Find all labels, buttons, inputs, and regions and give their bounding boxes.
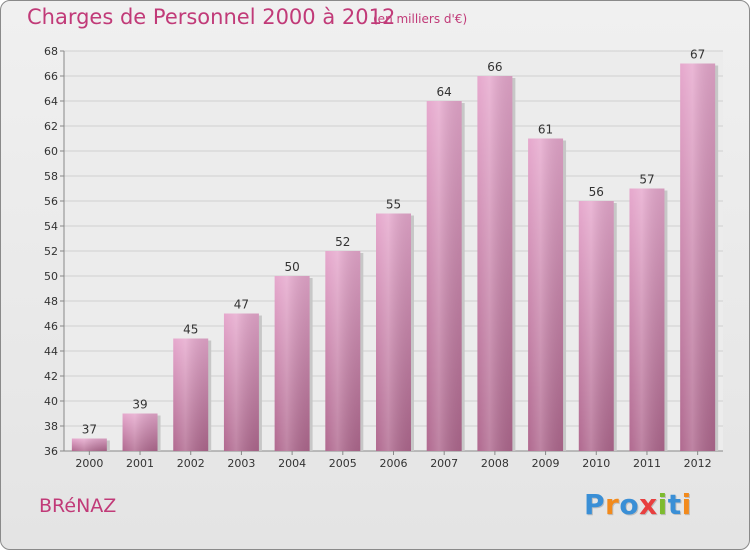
bar-value-label: 57 — [639, 173, 654, 187]
y-tick-label: 54 — [44, 220, 58, 233]
bar-layer — [71, 63, 719, 451]
x-tick-label: 2009 — [532, 457, 560, 470]
bar-highlight — [680, 63, 716, 451]
bar-highlight — [578, 201, 614, 451]
label-layer: 37 2000 39 2001 45 2002 47 2003 50 2004 52 2005 55 20… — [75, 48, 711, 471]
chart-subtitle: (en milliers d'€) — [373, 12, 468, 26]
x-tick-label: 2000 — [75, 457, 103, 470]
logo-letter: o — [619, 488, 640, 521]
bar-highlight — [223, 313, 259, 451]
x-tick-label: 2007 — [430, 457, 458, 470]
y-tick-label: 62 — [44, 120, 58, 133]
bar-value-label: 64 — [437, 85, 452, 99]
y-tick-label: 52 — [44, 245, 58, 258]
bar-value-label: 66 — [487, 60, 502, 74]
y-tick-label: 60 — [44, 145, 58, 158]
y-tick-label: 58 — [44, 170, 58, 183]
bar-highlight — [122, 413, 158, 451]
bar-value-label: 61 — [538, 123, 553, 137]
bar-value-label: 45 — [183, 323, 198, 337]
x-tick-label: 2002 — [177, 457, 205, 470]
y-tick-label: 68 — [44, 45, 58, 58]
bar-value-label: 47 — [234, 298, 249, 312]
y-tick-label: 48 — [44, 295, 58, 308]
proxiti-logo: Proxiti — [584, 488, 692, 521]
x-tick-label: 2004 — [278, 457, 306, 470]
bar-value-label: 67 — [690, 48, 705, 62]
logo-letter: t — [667, 488, 682, 521]
bar-value-label: 55 — [386, 198, 401, 212]
bar-value-label: 50 — [284, 260, 299, 274]
y-tick-label: 38 — [44, 420, 58, 433]
y-tick-label: 56 — [44, 195, 58, 208]
chart-title: Charges de Personnel 2000 à 2012 — [27, 5, 396, 29]
logo-letter: i — [657, 488, 668, 521]
logo-letter: r — [605, 488, 620, 521]
x-tick-label: 2006 — [380, 457, 408, 470]
bar-value-label: 37 — [82, 423, 97, 437]
bar-highlight — [426, 101, 462, 451]
y-tick-label: 66 — [44, 70, 58, 83]
bar-highlight — [274, 276, 310, 451]
bar-highlight — [528, 138, 564, 451]
y-tick-label: 42 — [44, 370, 58, 383]
y-tick-label: 40 — [44, 395, 58, 408]
bar-value-label: 52 — [335, 235, 350, 249]
x-tick-label: 2005 — [329, 457, 357, 470]
x-tick-label: 2008 — [481, 457, 509, 470]
bar-value-label: 39 — [132, 398, 147, 412]
bar-highlight — [376, 213, 411, 451]
bar-highlight — [325, 251, 361, 451]
y-tick-label: 36 — [44, 445, 58, 458]
x-tick-label: 2003 — [227, 457, 255, 470]
x-tick-label: 2010 — [582, 457, 610, 470]
logo-letter: x — [639, 488, 658, 521]
bar-highlight — [629, 188, 665, 451]
y-tick-label: 50 — [44, 270, 58, 283]
y-tick-label: 44 — [44, 345, 58, 358]
y-tick-label: 64 — [44, 95, 58, 108]
bar-value-label: 56 — [589, 185, 604, 199]
logo-letter: P — [584, 488, 606, 521]
x-tick-label: 2012 — [684, 457, 712, 470]
bar-highlight — [71, 438, 107, 451]
x-tick-label: 2001 — [126, 457, 154, 470]
commune-name: BRéNAZ — [39, 495, 117, 517]
y-tick-label: 46 — [44, 320, 58, 333]
bar-highlight — [477, 76, 513, 451]
logo-letter: i — [681, 488, 692, 521]
bar-highlight — [173, 338, 209, 451]
x-tick-label: 2011 — [633, 457, 661, 470]
